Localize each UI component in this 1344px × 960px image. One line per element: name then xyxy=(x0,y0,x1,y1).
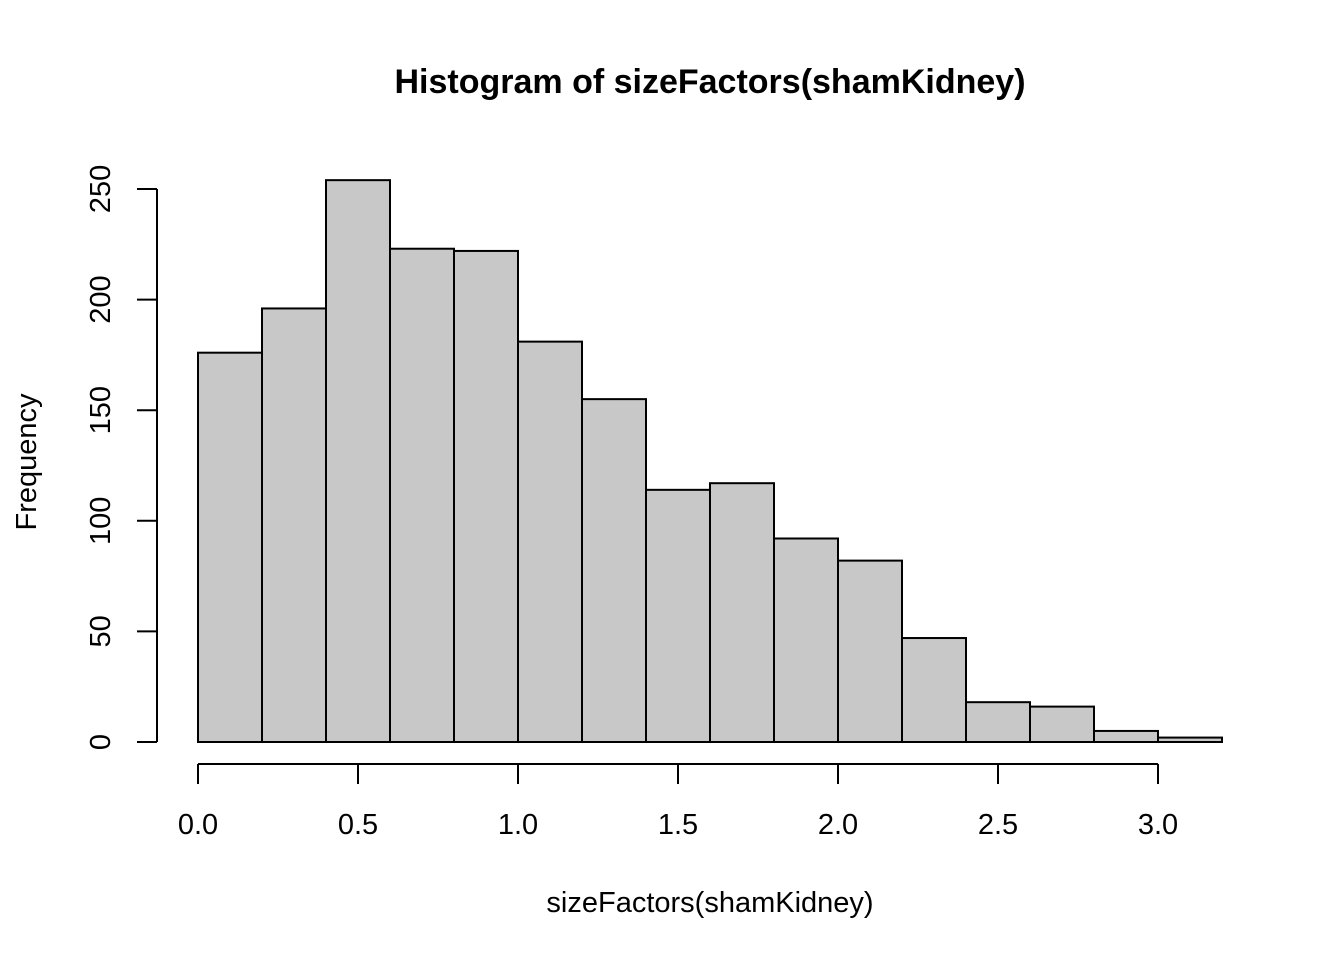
x-tick-label: 3.0 xyxy=(1138,809,1178,841)
x-tick-label: 0.0 xyxy=(178,809,218,841)
y-tick-label: 200 xyxy=(85,275,117,323)
x-tick-label: 1.5 xyxy=(658,809,698,841)
histogram-bar xyxy=(581,398,647,743)
histogram-bar xyxy=(453,249,519,743)
y-tick-label: 0 xyxy=(85,734,117,750)
x-tick-label: 1.0 xyxy=(498,809,538,841)
histogram-bar xyxy=(389,247,455,743)
histogram-bar xyxy=(837,559,903,744)
histogram-bar xyxy=(709,482,775,743)
y-tick-label: 50 xyxy=(85,615,117,647)
y-tick-label: 100 xyxy=(85,497,117,545)
histogram-bar xyxy=(261,307,327,743)
x-tick-label: 0.5 xyxy=(338,809,378,841)
bars-group xyxy=(197,179,1223,744)
histogram-bar xyxy=(773,537,839,743)
chart-title: Histogram of sizeFactors(shamKidney) xyxy=(394,63,1025,101)
x-tick-label: 2.0 xyxy=(818,809,858,841)
y-axis-label: Frequency xyxy=(11,393,43,531)
histogram-bar xyxy=(645,488,711,743)
y-tick-label: 250 xyxy=(85,165,117,213)
histogram-bar xyxy=(1029,705,1095,743)
x-axis-label: sizeFactors(shamKidney) xyxy=(546,887,873,919)
histogram-bar xyxy=(901,637,967,744)
histogram-bar xyxy=(1093,729,1159,744)
x-axis: 0.0 0.5 1.0 1.5 2.0 2.5 3.0 xyxy=(178,763,1178,841)
histogram-bar xyxy=(1157,736,1223,743)
y-tick-label: 150 xyxy=(85,386,117,434)
histogram-bar xyxy=(517,340,583,743)
histogram-bar xyxy=(197,351,263,743)
histogram-bar xyxy=(325,179,391,744)
x-tick-label: 2.5 xyxy=(978,809,1018,841)
histogram-bar xyxy=(965,701,1031,744)
y-axis: 0 50 100 150 200 250 xyxy=(85,165,158,750)
